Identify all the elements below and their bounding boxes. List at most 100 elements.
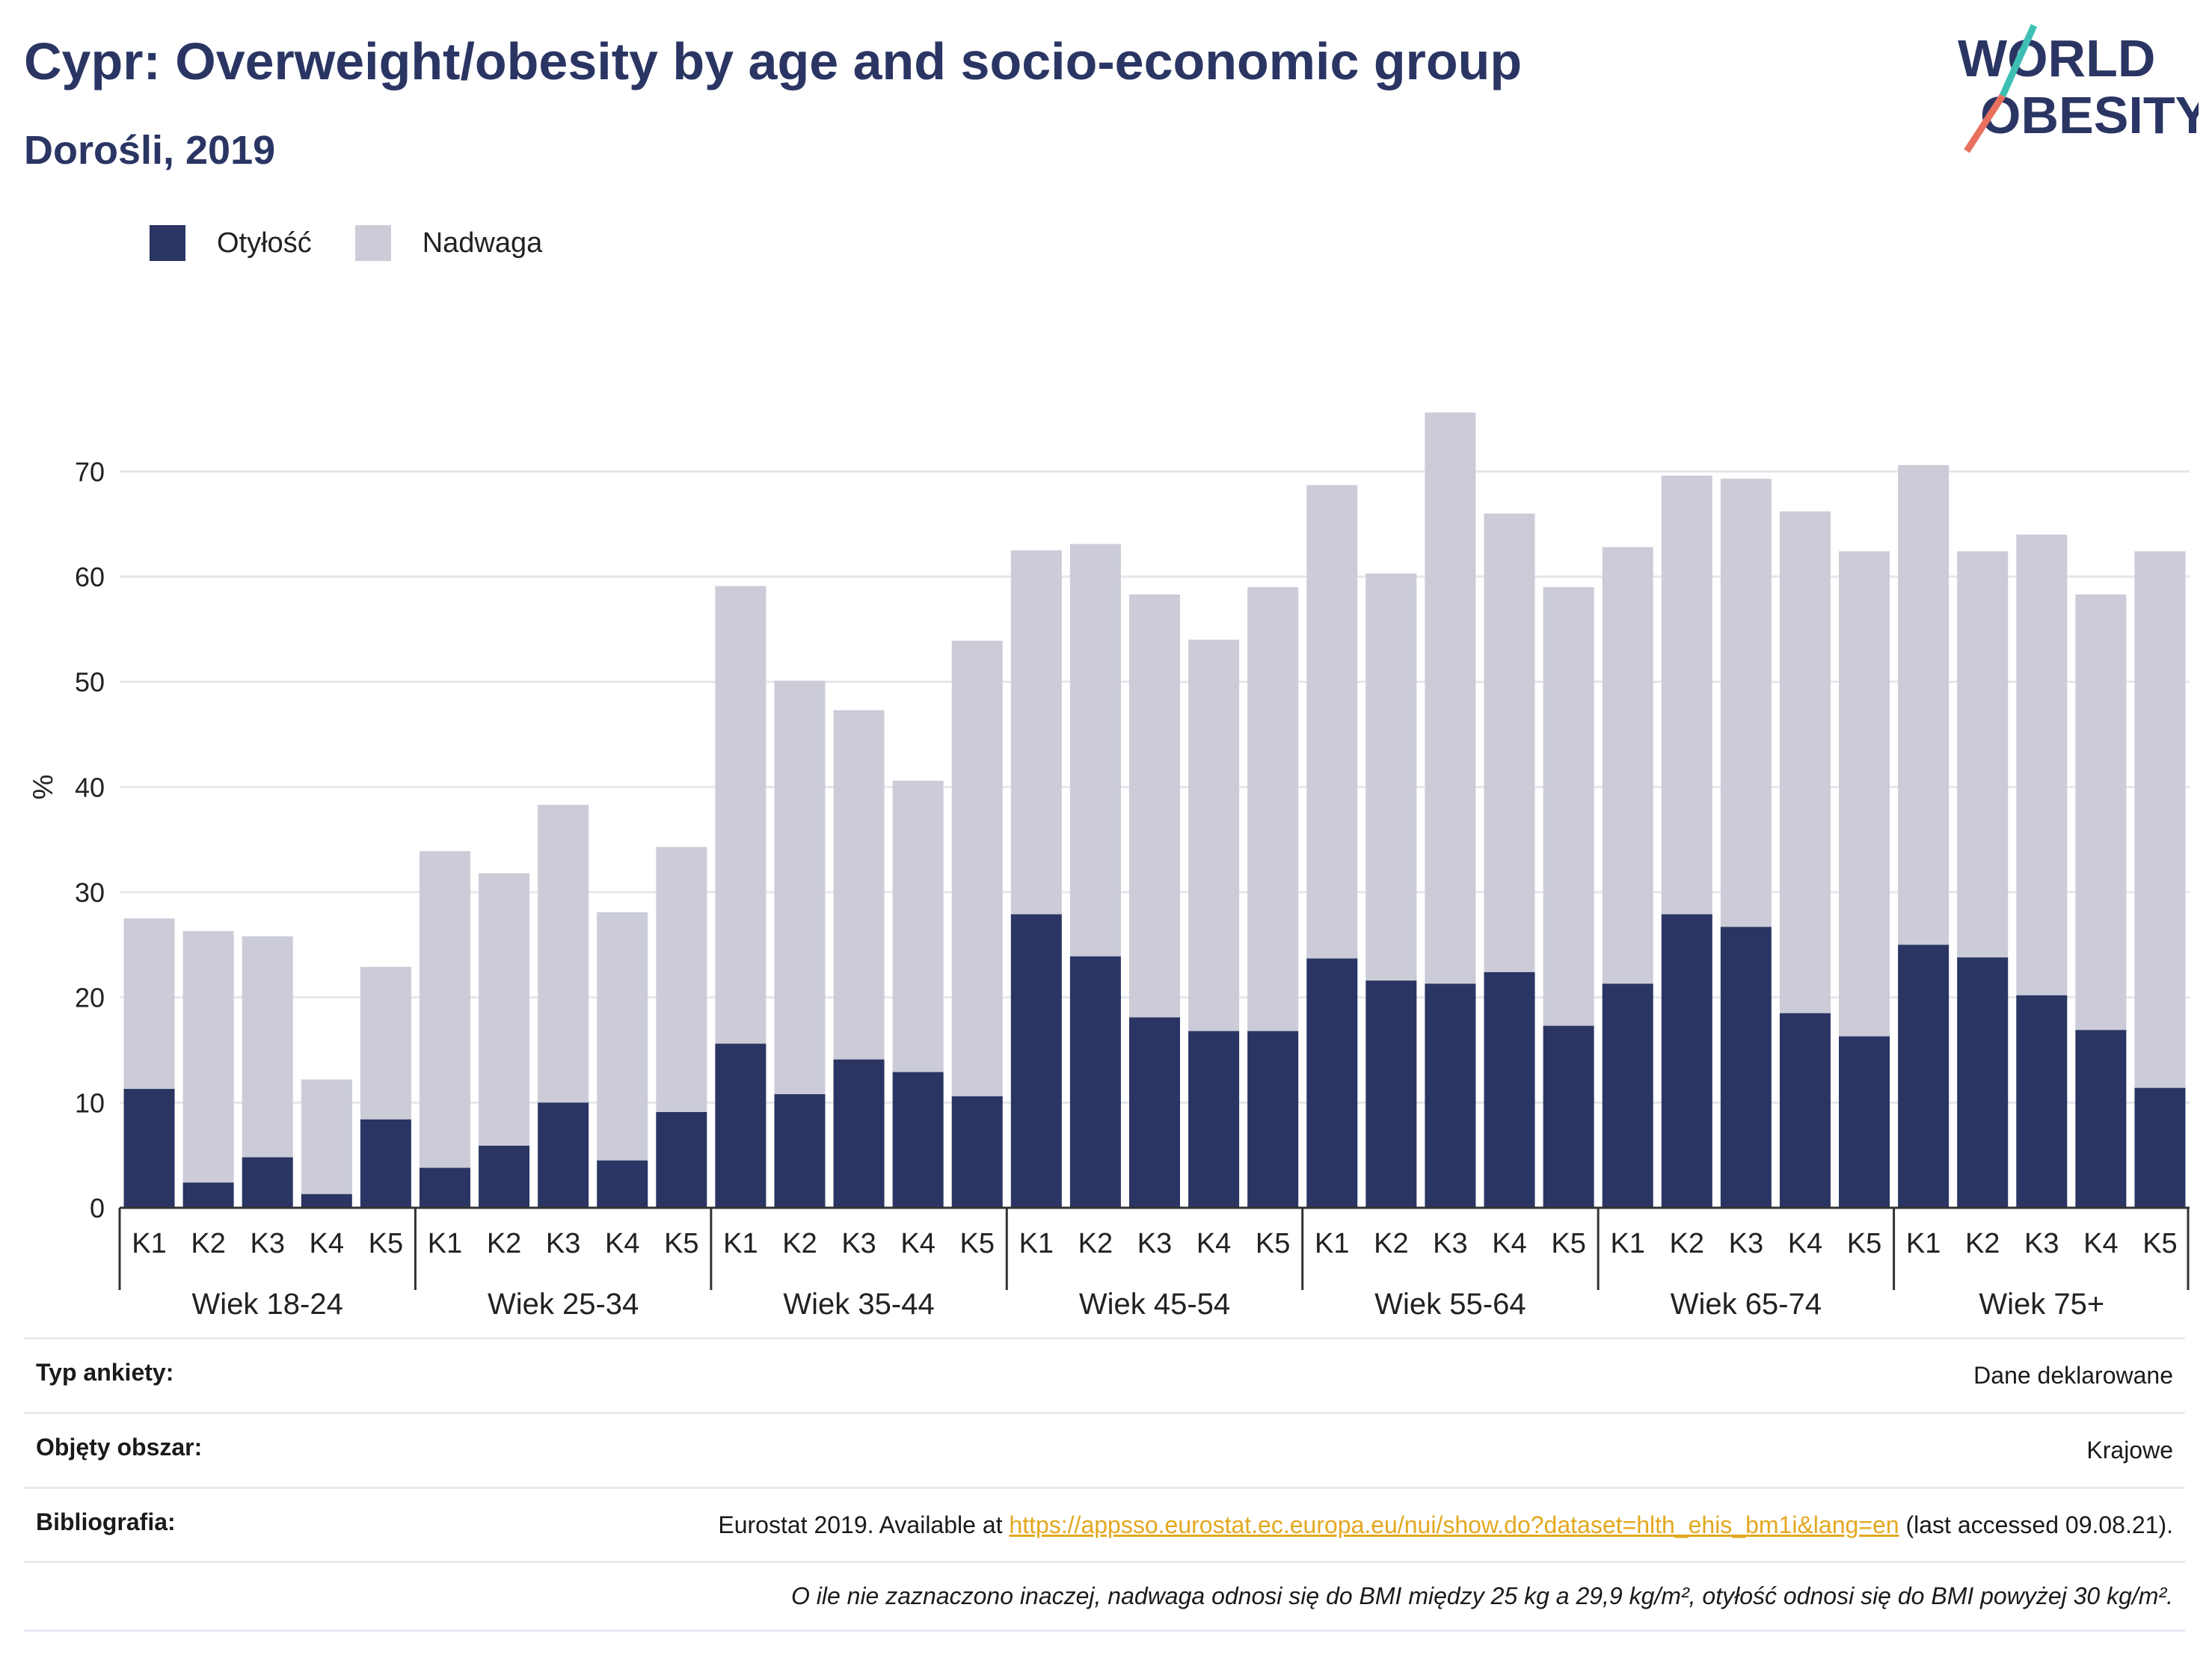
x-tick-label: K3 <box>2024 1228 2059 1259</box>
bar-obesity <box>1779 1013 1831 1208</box>
x-tick-label: K5 <box>369 1228 403 1259</box>
area-value: Krajowe <box>2086 1436 2173 1464</box>
bar-obesity <box>301 1194 352 1208</box>
bar-obesity <box>774 1094 826 1208</box>
stacked-bar-chart: 0 10 20 30 40 50 60 70% K1 K2 K3 K4 K5 Wiek 18-24 K1 K2… <box>28 412 2190 1316</box>
bar-obesity <box>1069 956 1121 1208</box>
bar-obesity <box>1957 957 2009 1208</box>
survey-type-value: Dane deklarowane <box>1973 1362 2173 1389</box>
chart-title: Cypr: Overweight/obesity by age and soci… <box>24 32 1523 90</box>
bar-overweight <box>774 681 826 1095</box>
bibliography-link[interactable]: https://appsso.eurostat.ec.europa.eu/nui… <box>1009 1511 1899 1538</box>
bar-overweight <box>1010 550 1062 915</box>
bar-obesity <box>182 1182 234 1208</box>
bar-obesity <box>1839 1036 1890 1208</box>
bar-obesity <box>892 1072 944 1208</box>
x-tick-label: K2 <box>1670 1228 1704 1259</box>
bar-overweight <box>301 1079 352 1194</box>
x-tick-label: K5 <box>1551 1228 1585 1259</box>
y-axis-label: % <box>28 774 59 799</box>
x-group-label: Wiek 75+ <box>1979 1288 2104 1316</box>
bar-obesity <box>1543 1025 1594 1208</box>
bar-overweight <box>2075 594 2127 1031</box>
y-tick-label: 70 <box>75 456 105 487</box>
bar-obesity <box>419 1167 470 1208</box>
x-tick-label: K5 <box>2142 1228 2177 1259</box>
y-tick-label: 40 <box>75 772 105 802</box>
x-group-label: Wiek 55-64 <box>1374 1288 1526 1316</box>
x-tick-label: K4 <box>1492 1228 1526 1259</box>
bar-obesity <box>1425 983 1476 1208</box>
bar-overweight <box>1069 544 1121 957</box>
bar-overweight <box>1247 587 1299 1031</box>
x-tick-label: K1 <box>428 1228 462 1259</box>
bibliography-suffix: (last accessed 09.08.21). <box>1899 1511 2173 1538</box>
legend-item-obesity: Otyłość <box>150 225 312 261</box>
world-obesity-logo: WORLD OBESITY <box>1958 24 2199 153</box>
x-tick-label: K5 <box>1847 1228 1881 1259</box>
bar-overweight <box>1957 551 2009 958</box>
bar-overweight <box>242 936 293 1158</box>
bar-overweight <box>833 710 885 1060</box>
bar-overweight <box>1543 587 1594 1026</box>
legend-label-obesity: Otyłość <box>217 227 312 259</box>
chart-legend: Otyłość Nadwaga <box>150 223 586 263</box>
bar-obesity <box>833 1059 885 1208</box>
bar-obesity <box>1484 971 1535 1208</box>
meta-row-survey: Typ ankiety: Dane deklarowane <box>24 1337 2185 1412</box>
x-tick-label: K5 <box>1256 1228 1290 1259</box>
x-tick-label: K3 <box>1137 1228 1172 1259</box>
bar-obesity <box>1898 945 1950 1208</box>
x-group-label: Wiek 25-34 <box>488 1288 639 1316</box>
metadata-table: Typ ankiety: Dane deklarowane Objęty obs… <box>24 1337 2185 1633</box>
bar-overweight <box>1602 547 1653 984</box>
bibliography-prefix: Eurostat 2019. Available at <box>718 1511 1010 1538</box>
bar-overweight <box>360 966 411 1120</box>
x-tick-label: K4 <box>1196 1228 1231 1259</box>
x-tick-label: K2 <box>1374 1228 1408 1259</box>
x-tick-label: K4 <box>310 1228 344 1259</box>
x-group-label: Wiek 65-74 <box>1671 1288 1822 1316</box>
x-tick-label: K1 <box>1906 1228 1941 1259</box>
x-tick-label: K1 <box>1315 1228 1349 1259</box>
x-tick-label: K2 <box>1078 1228 1113 1259</box>
bar-overweight <box>1661 475 1712 915</box>
bar-obesity <box>656 1111 707 1208</box>
bar-obesity <box>1306 958 1358 1208</box>
legend-swatch-obesity <box>150 225 185 261</box>
x-tick-label: K4 <box>605 1228 639 1259</box>
x-tick-label: K3 <box>841 1228 876 1259</box>
svg-text:WORLD: WORLD <box>1958 29 2155 87</box>
area-label: Objęty obszar: <box>36 1433 203 1461</box>
meta-row-bibliography: Bibliografia: Eurostat 2019. Available a… <box>24 1486 2185 1562</box>
x-tick-label: K3 <box>1729 1228 1763 1259</box>
bar-obesity <box>1247 1031 1299 1208</box>
y-tick-label: 0 <box>90 1193 105 1223</box>
bar-overweight <box>1779 511 1831 1013</box>
bar-obesity <box>123 1089 175 1208</box>
x-tick-label: K5 <box>960 1228 995 1259</box>
bar-obesity <box>951 1096 1003 1208</box>
x-tick-label: K4 <box>900 1228 935 1259</box>
bar-overweight <box>1188 639 1240 1031</box>
bar-obesity <box>2075 1030 2127 1208</box>
x-tick-label: K1 <box>1610 1228 1644 1259</box>
chart-subtitle: Dorośli, 2019 <box>24 128 276 173</box>
bar-obesity <box>1010 914 1062 1208</box>
bar-obesity <box>1188 1031 1240 1208</box>
bar-overweight <box>182 931 234 1183</box>
bar-obesity <box>479 1146 530 1208</box>
legend-item-overweight: Nadwaga <box>354 225 543 261</box>
bar-obesity <box>597 1160 648 1208</box>
bar-obesity <box>1720 927 1772 1208</box>
x-tick-label: K1 <box>723 1228 758 1259</box>
bar-overweight <box>479 873 530 1146</box>
x-tick-label: K4 <box>1788 1228 1822 1259</box>
x-tick-label: K2 <box>191 1228 225 1259</box>
bar-obesity <box>715 1043 766 1208</box>
bar-overweight <box>2134 551 2186 1088</box>
bar-overweight <box>538 805 589 1103</box>
y-tick-label: 50 <box>75 667 105 698</box>
x-tick-label: K2 <box>782 1228 817 1259</box>
legend-label-overweight: Nadwaga <box>422 227 543 259</box>
